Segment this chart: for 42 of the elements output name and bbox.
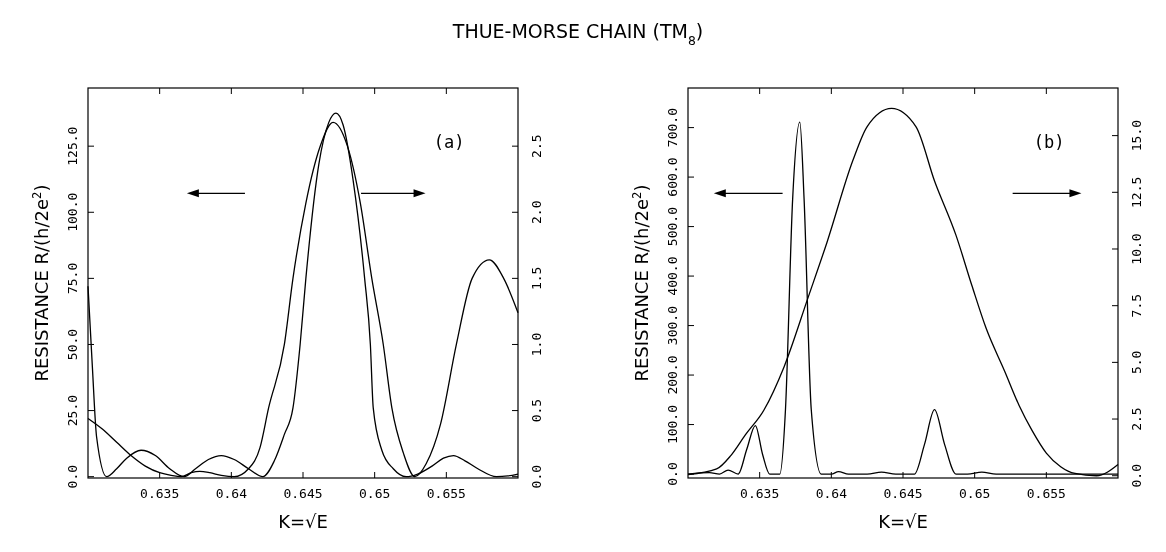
y-tick-label: 300.0 (664, 305, 680, 346)
x-tick-label: 0.655 (426, 486, 466, 501)
y2-tick-label: 2.5 (528, 134, 544, 158)
y-tick-label: 75.0 (64, 262, 80, 295)
y-tick-label: 0.0 (664, 462, 680, 486)
y2-tick-label: 10.0 (1128, 233, 1144, 265)
y2-tick-label: 0.5 (528, 398, 544, 423)
y2-tick-label: 5.0 (1128, 350, 1144, 375)
y2-tick-label: 1.5 (528, 266, 544, 291)
y2-tick-label: 0.0 (528, 464, 544, 489)
y2-tick-label: 1.0 (528, 332, 544, 357)
y2-tick-label: 0.0 (1128, 463, 1144, 488)
y-tick-label: 100.0 (64, 192, 80, 232)
y-tick-label: 200.0 (664, 355, 680, 395)
y2-tick-label: 12.5 (1128, 176, 1144, 208)
x-tick-label: 0.64 (215, 486, 248, 501)
y-tick-label: 25.0 (64, 394, 80, 427)
y-tick-label: 400.0 (664, 256, 680, 296)
y2-tick-label: 7.5 (1128, 293, 1144, 318)
y-tick-label: 50.0 (64, 328, 80, 361)
y-tick-label: 0.0 (64, 464, 80, 489)
x-tick-label: 0.645 (883, 486, 923, 501)
y-tick-label: 500.0 (664, 207, 680, 247)
y-tick-label: 125.0 (64, 126, 80, 166)
text: THUE-MORSE CHAIN (TM$_{8}$) (451, 20, 704, 48)
y-tick-label: 700.0 (664, 108, 680, 148)
x-tick-label: 0.635 (740, 486, 780, 501)
y2-tick-label: 2.5 (1128, 407, 1144, 431)
x-tick-label: 0.635 (140, 486, 180, 501)
annotation: (a) (433, 132, 465, 152)
y2-tick-label: 2.0 (528, 200, 544, 225)
x-tick-label: 0.65 (959, 486, 991, 501)
x-tick-label: 0.645 (283, 486, 323, 501)
x-tick-label: 0.65 (359, 486, 391, 501)
x-axis-title: K=√E (278, 511, 328, 532)
x-axis-title: K=√E (878, 511, 928, 532)
y-tick-label: 100.0 (664, 404, 680, 445)
x-tick-label: 0.64 (815, 486, 848, 501)
y-tick-label: 600.0 (664, 157, 680, 197)
x-tick-label: 0.655 (1026, 486, 1066, 501)
y2-tick-label: 15.0 (1128, 119, 1144, 152)
annotation: (b) (1033, 132, 1065, 152)
